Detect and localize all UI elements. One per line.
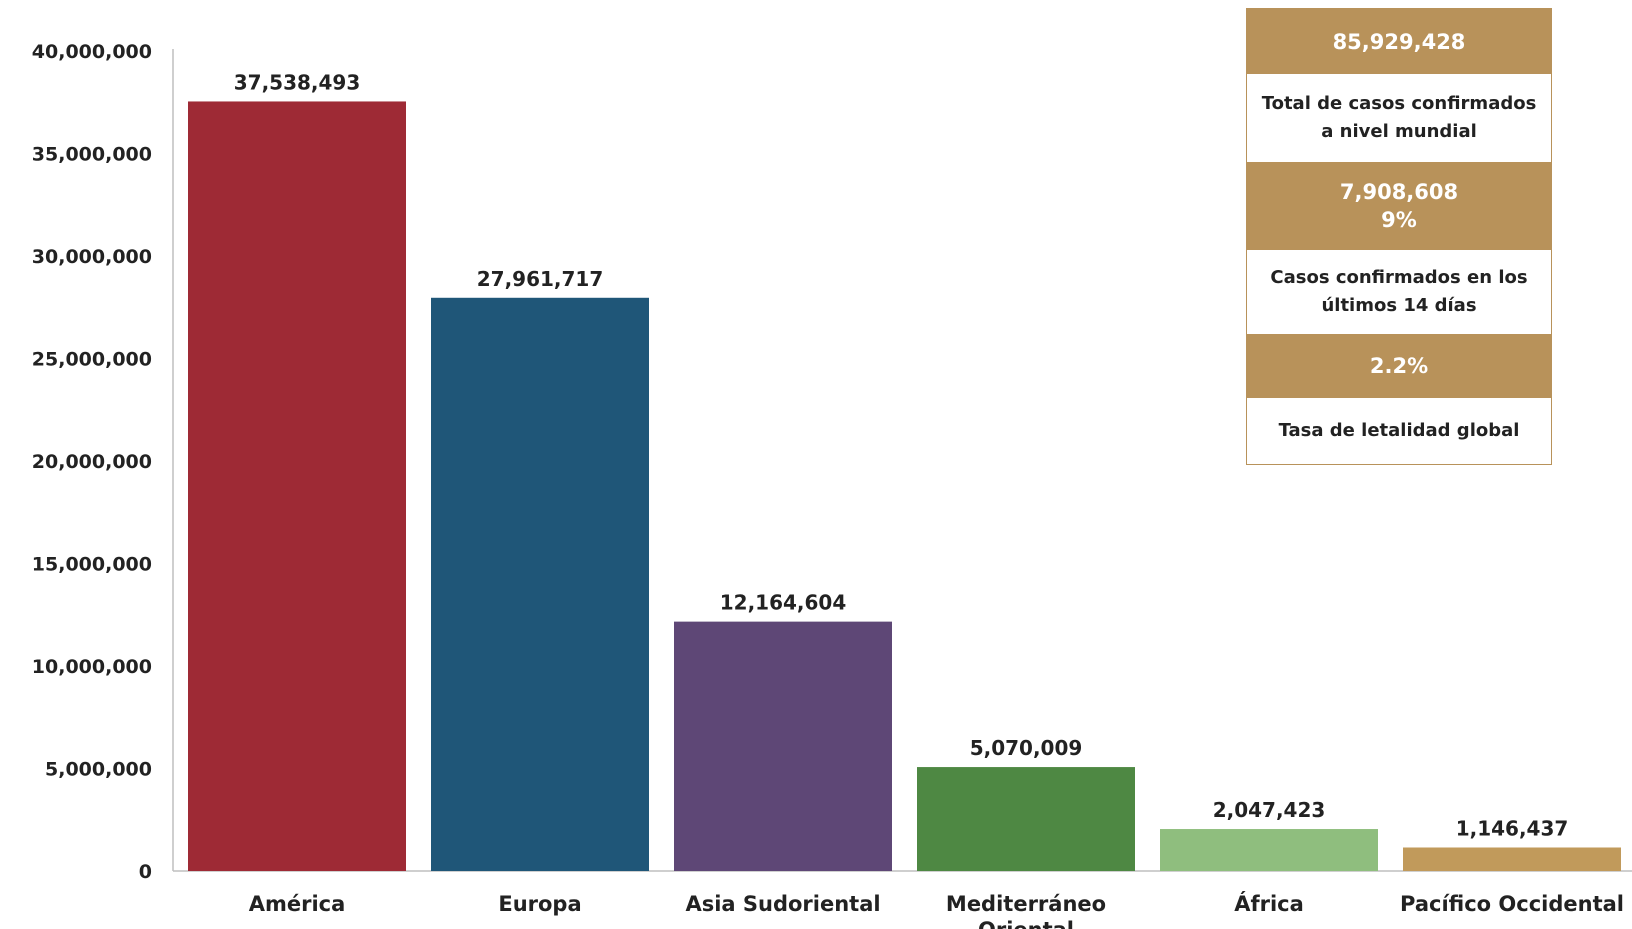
y-tick-label: 30,000,000 xyxy=(32,246,152,268)
bars xyxy=(188,101,1621,872)
data-label: 5,070,009 xyxy=(970,736,1083,760)
recent-cases-value: 7,908,608 xyxy=(1247,162,1551,206)
data-label: 1,146,437 xyxy=(1456,816,1569,840)
recent-cases-percent: 9% xyxy=(1247,206,1551,250)
bar xyxy=(674,621,892,871)
y-tick-label: 20,000,000 xyxy=(32,451,152,473)
lethality-value: 2.2% xyxy=(1247,334,1551,398)
lethality-label: Tasa de letalidad global xyxy=(1247,398,1551,464)
x-tick-label: África xyxy=(1234,891,1304,916)
data-label: 37,538,493 xyxy=(234,70,361,94)
y-tick-label: 25,000,000 xyxy=(32,349,152,371)
y-tick-label: 35,000,000 xyxy=(32,144,152,166)
y-tick-label: 5,000,000 xyxy=(45,759,152,781)
summary-panel: 85,929,428 Total de casos confirmados a … xyxy=(1246,8,1552,465)
bar xyxy=(431,297,649,871)
labels: 37,538,493 América 27,961,717 Europa 12,164,… xyxy=(234,70,1624,929)
data-label: 2,047,423 xyxy=(1213,798,1326,822)
recent-cases-label: Casos confirmados en los últimos 14 días xyxy=(1247,250,1551,334)
y-tick-label: 10,000,000 xyxy=(32,656,152,678)
data-label: 12,164,604 xyxy=(720,591,847,615)
data-label: 27,961,717 xyxy=(477,267,604,291)
y-tick-label: 0 xyxy=(139,861,152,883)
x-tick-label: Pacífico Occidental xyxy=(1400,892,1624,916)
x-tick-label: Asia Sudoriental xyxy=(685,892,880,916)
axes: 0 5,000,000 10,000,000 15,000,000 20,000,000… xyxy=(32,41,1632,883)
bar xyxy=(188,101,406,872)
bar xyxy=(1160,829,1378,871)
x-tick-label: MediterráneoOriental xyxy=(946,892,1106,929)
recent-cases-label-text: Casos confirmados en los últimos 14 días xyxy=(1270,267,1528,316)
bar xyxy=(1403,847,1621,871)
total-cases-label: Total de casos confirmados a nivel mundi… xyxy=(1247,74,1551,162)
y-tick-label: 40,000,000 xyxy=(32,41,152,63)
y-tick-label: 15,000,000 xyxy=(32,554,152,576)
x-tick-label: América xyxy=(249,892,346,916)
total-cases-value: 85,929,428 xyxy=(1247,9,1551,74)
total-cases-label-text: Total de casos confirmados a nivel mundi… xyxy=(1261,93,1537,142)
lethality-label-text: Tasa de letalidad global xyxy=(1278,420,1520,441)
bar xyxy=(917,767,1135,871)
x-tick-label: Europa xyxy=(498,892,581,916)
